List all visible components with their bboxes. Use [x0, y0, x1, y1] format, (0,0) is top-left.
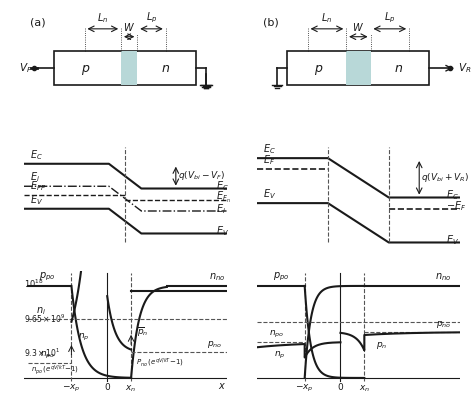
- Text: $x_n$: $x_n$: [359, 383, 370, 393]
- Text: $p_n$: $p_n$: [376, 340, 388, 351]
- Text: $n_p$: $n_p$: [78, 332, 89, 343]
- Text: $E_V$: $E_V$: [263, 187, 276, 201]
- Text: $L_n$: $L_n$: [321, 12, 333, 26]
- Text: $n_i$: $n_i$: [36, 305, 46, 316]
- Text: $\overline{p}_n$: $\overline{p}_n$: [137, 325, 149, 339]
- Text: $L_n$: $L_n$: [97, 12, 109, 26]
- Text: $E_{FP}$: $E_{FP}$: [30, 179, 46, 193]
- Text: $V_F$: $V_F$: [19, 61, 32, 75]
- Text: $p_{po}$: $p_{po}$: [39, 271, 56, 283]
- Text: n: n: [395, 62, 403, 75]
- Text: $-x_p$: $-x_p$: [62, 383, 81, 394]
- Text: $n_{po}$: $n_{po}$: [269, 329, 284, 340]
- Text: (a): (a): [30, 18, 46, 28]
- Text: $n_{no}$: $n_{no}$: [435, 271, 451, 283]
- Text: $E_F$: $E_F$: [263, 153, 275, 167]
- Text: n: n: [162, 62, 170, 75]
- Text: p: p: [81, 62, 89, 75]
- Text: $E_C$: $E_C$: [217, 180, 229, 193]
- Bar: [121, 51, 137, 85]
- Text: $n_{no}$: $n_{no}$: [209, 271, 225, 283]
- Text: $E_i$: $E_i$: [217, 202, 227, 215]
- Text: $E_{F_n}$: $E_{F_n}$: [217, 190, 231, 205]
- Text: $E_C$: $E_C$: [446, 188, 458, 202]
- Text: $E_C$: $E_C$: [30, 148, 43, 162]
- Text: 0: 0: [104, 383, 110, 392]
- Text: $W$: $W$: [123, 21, 135, 34]
- Text: $n_{po}$: $n_{po}$: [40, 350, 55, 361]
- Text: $E_i$: $E_i$: [30, 170, 40, 184]
- Text: $9.3\times 10^1$: $9.3\times 10^1$: [24, 346, 60, 359]
- Text: $9.65\times 10^9$: $9.65\times 10^9$: [24, 312, 65, 325]
- Text: $L_p$: $L_p$: [146, 11, 157, 26]
- Text: $E_V$: $E_V$: [217, 224, 229, 238]
- Text: $E_V$: $E_V$: [30, 193, 43, 207]
- Text: (b): (b): [263, 18, 279, 28]
- Text: $q(V_{bi}-V_F)$: $q(V_{bi}-V_F)$: [178, 168, 225, 182]
- Text: $-E_F$: $-E_F$: [446, 200, 466, 213]
- Text: $10^{18}$: $10^{18}$: [24, 278, 44, 290]
- Text: 0: 0: [337, 383, 343, 392]
- Text: p: p: [314, 62, 322, 75]
- Text: $n_p$: $n_p$: [273, 350, 285, 361]
- Text: $p_{po}$: $p_{po}$: [273, 271, 289, 283]
- Text: $x$: $x$: [218, 381, 226, 391]
- Text: $E_C$: $E_C$: [263, 142, 276, 156]
- Bar: [287, 51, 429, 85]
- Text: $x_n$: $x_n$: [126, 383, 137, 393]
- Bar: [346, 51, 371, 85]
- Text: $p_{no}$: $p_{no}$: [436, 319, 451, 330]
- Text: $V_R$: $V_R$: [458, 61, 471, 75]
- Text: $E_V$: $E_V$: [446, 233, 459, 247]
- Text: $n_{po}\,(e^{qV/kT}{-}1)$: $n_{po}\,(e^{qV/kT}{-}1)$: [31, 363, 79, 377]
- Text: $L_p$: $L_p$: [384, 11, 395, 26]
- Text: $W$: $W$: [352, 21, 365, 34]
- Text: $P_{no}\,(e^{qV/kT}{-}1)$: $P_{no}\,(e^{qV/kT}{-}1)$: [136, 356, 183, 369]
- Text: $q(V_{bi}+V_R)$: $q(V_{bi}+V_R)$: [421, 171, 469, 184]
- Text: $p_{no}$: $p_{no}$: [207, 339, 222, 350]
- Text: $-x_p$: $-x_p$: [295, 383, 314, 394]
- Bar: [54, 51, 196, 85]
